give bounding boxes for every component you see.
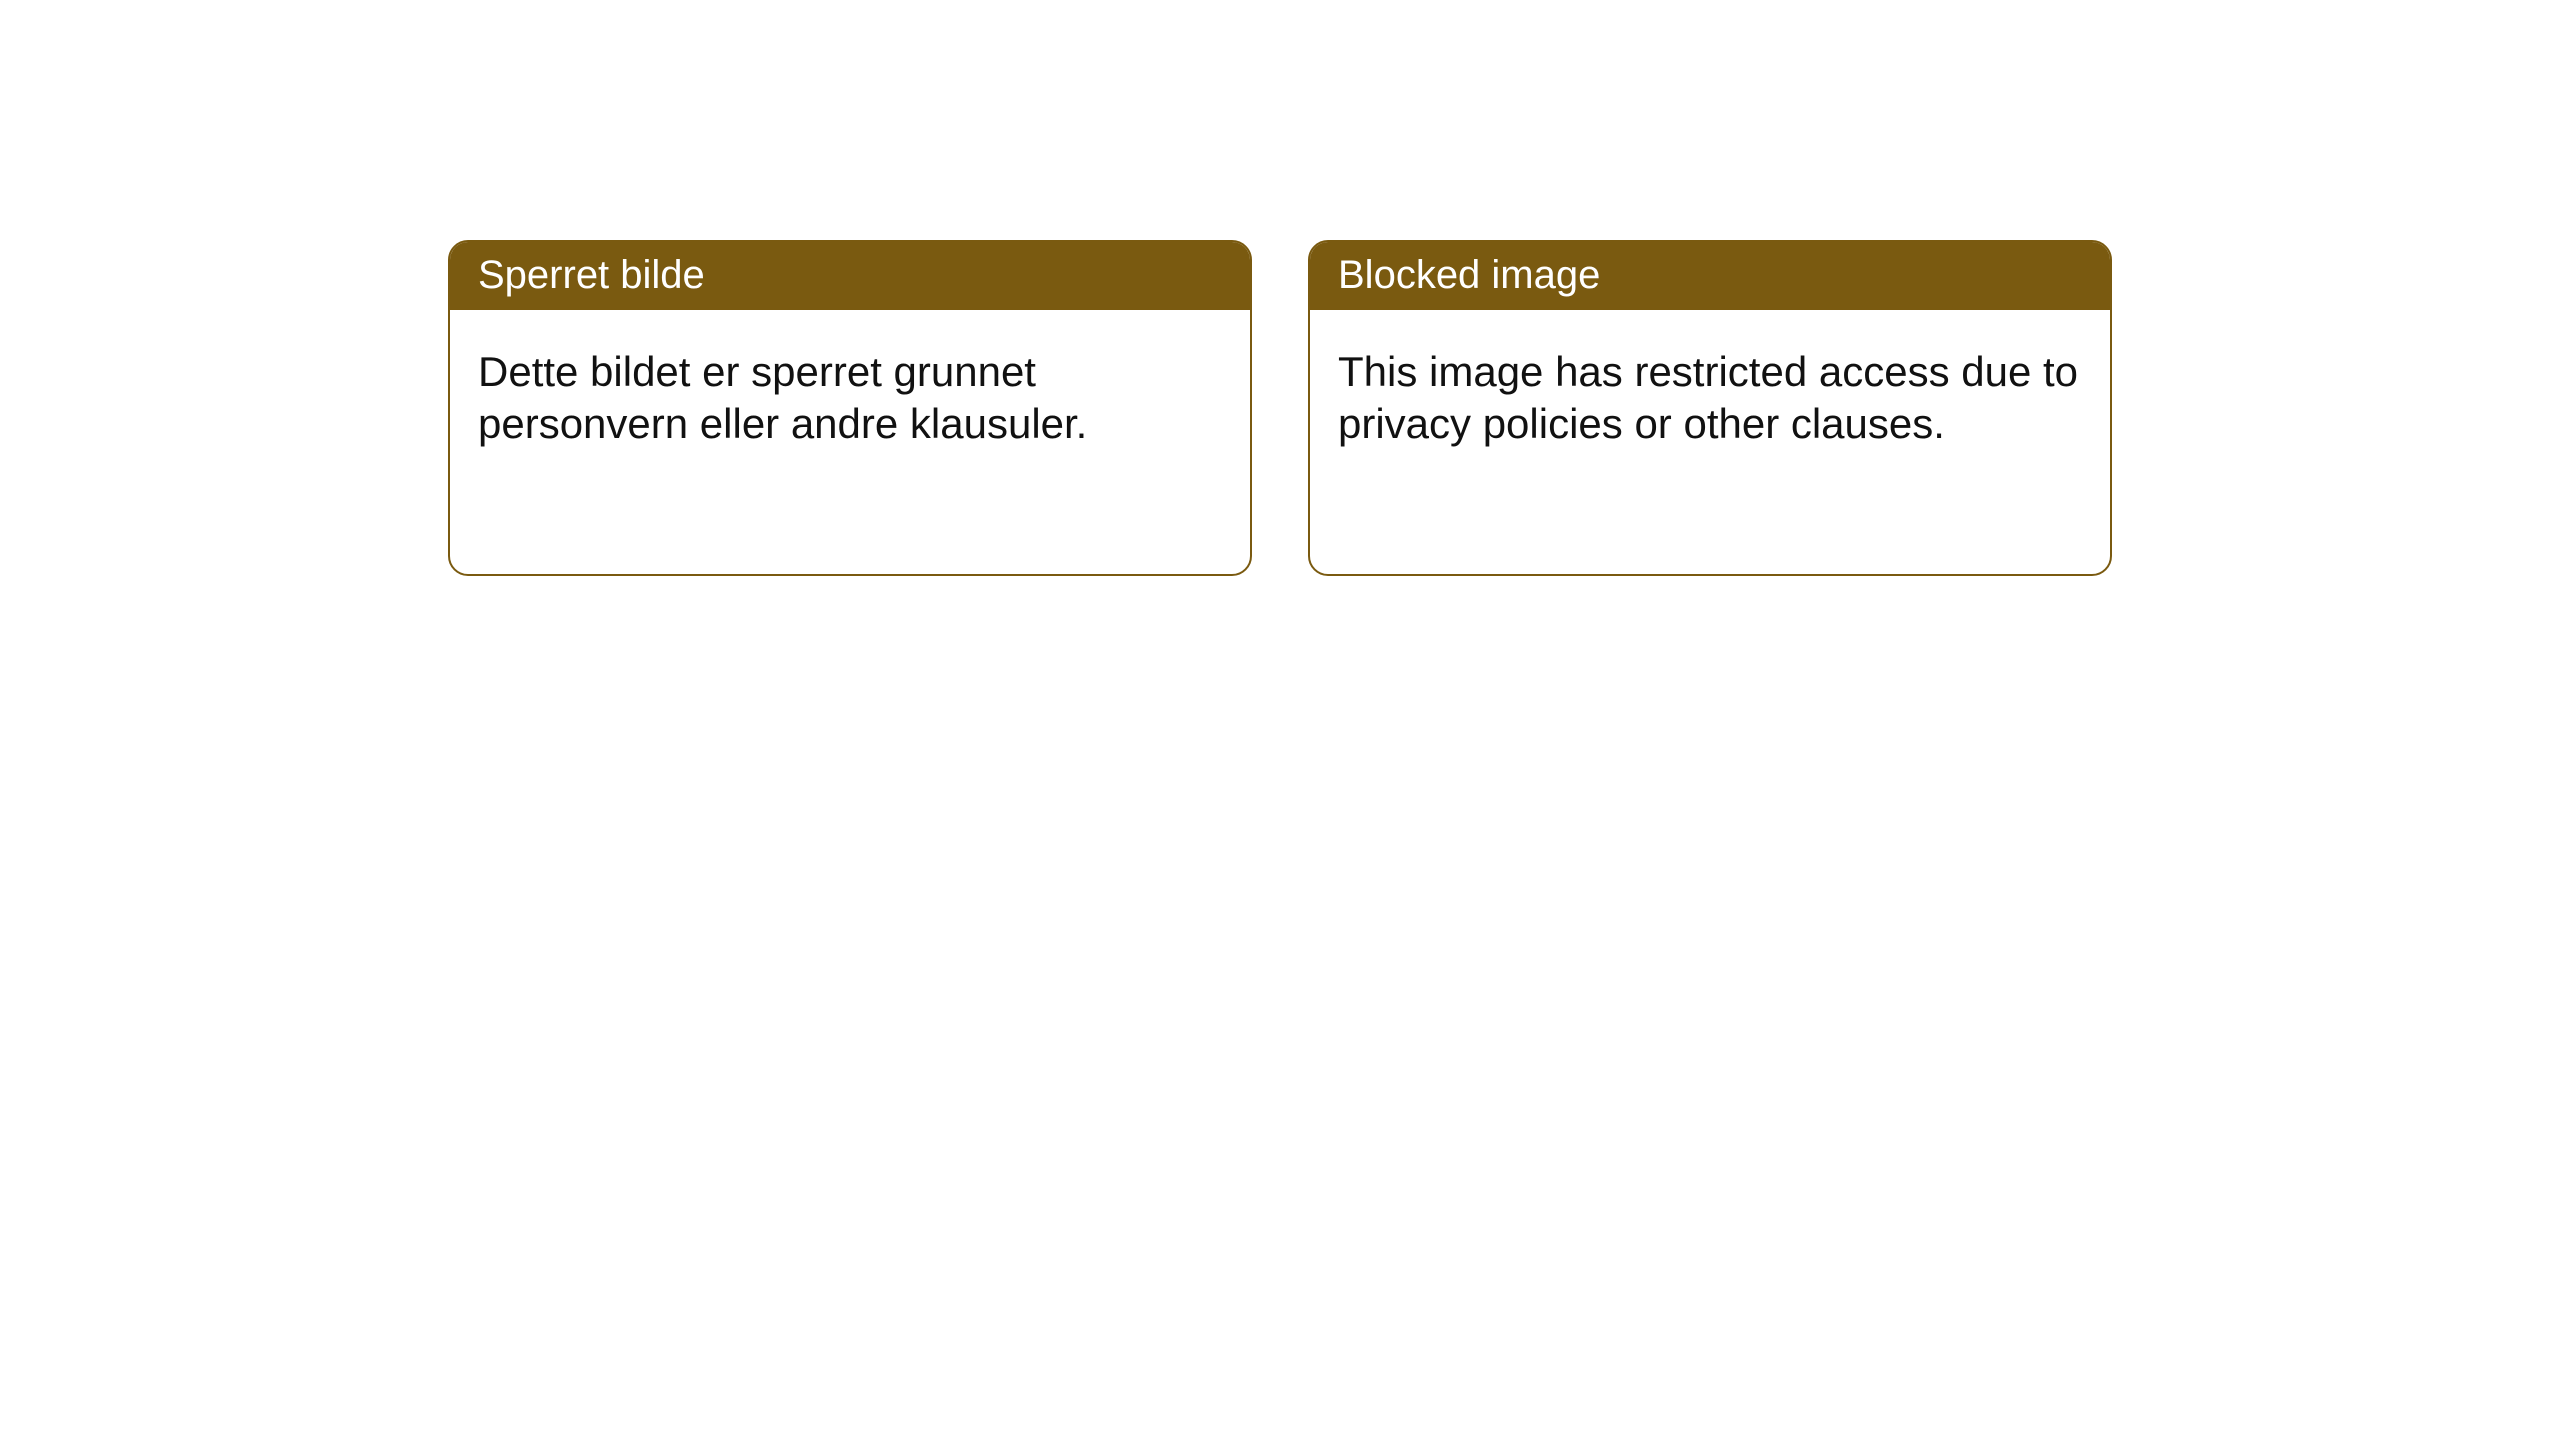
card-body-text-no: Dette bildet er sperret grunnet personve… bbox=[478, 348, 1087, 447]
card-body-en: This image has restricted access due to … bbox=[1310, 310, 2110, 574]
card-header-no: Sperret bilde bbox=[450, 242, 1250, 310]
card-title-en: Blocked image bbox=[1338, 253, 1600, 297]
notice-cards-row: Sperret bilde Dette bildet er sperret gr… bbox=[0, 0, 2560, 576]
card-title-no: Sperret bilde bbox=[478, 253, 705, 297]
card-header-en: Blocked image bbox=[1310, 242, 2110, 310]
blocked-image-card-no: Sperret bilde Dette bildet er sperret gr… bbox=[448, 240, 1252, 576]
blocked-image-card-en: Blocked image This image has restricted … bbox=[1308, 240, 2112, 576]
card-body-text-en: This image has restricted access due to … bbox=[1338, 348, 2078, 447]
card-body-no: Dette bildet er sperret grunnet personve… bbox=[450, 310, 1250, 574]
